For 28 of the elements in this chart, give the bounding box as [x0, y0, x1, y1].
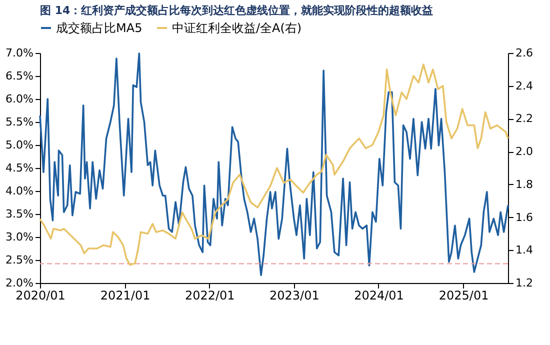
- x-tick-label: 2021/01: [100, 288, 150, 302]
- y-tick-label: 2.5%: [6, 254, 34, 266]
- y2-tick-label: 2.2: [516, 112, 533, 126]
- y-tick-label: 4.0%: [6, 184, 34, 198]
- y-tick-label: 4.5%: [6, 162, 34, 174]
- y-tick-label: 6.5%: [6, 70, 34, 82]
- legend-label: 成交额占比MA5: [56, 21, 142, 35]
- x-tick-label: 2022/01: [184, 288, 235, 302]
- y-tick-label: 7.0%: [6, 46, 34, 60]
- x-tick-label: 2023/01: [269, 288, 320, 302]
- x-tick-label: 2020/01: [16, 288, 66, 302]
- y-tick-label: 6.0%: [6, 92, 34, 106]
- y-tick-label: 5.5%: [6, 116, 34, 128]
- legend-label: 中证红利全收益/全A(右): [172, 21, 302, 35]
- y-tick-label: 3.5%: [6, 208, 34, 220]
- x-tick-label: 2025/01: [438, 288, 489, 302]
- x-tick-label: 2024/01: [354, 288, 404, 302]
- y2-tick-label: 2.6: [516, 46, 533, 60]
- y2-tick-label: 2.4: [516, 79, 533, 92]
- y-tick-label: 2.0%: [6, 276, 34, 290]
- y2-tick-label: 1.8: [516, 178, 533, 191]
- y2-tick-label: 1.6: [516, 210, 533, 224]
- y2-tick-label: 1.4: [516, 244, 533, 257]
- y2-tick-label: 1.2: [516, 276, 533, 290]
- chart-title: 图 14：红利资产成交额占比每次到达红色虚线位置，就能实现阶段性的超额收益: [40, 4, 434, 17]
- y2-tick-label: 2.0: [516, 145, 533, 158]
- y-tick-label: 5.0%: [6, 138, 34, 152]
- y-tick-label: 3.0%: [6, 230, 34, 244]
